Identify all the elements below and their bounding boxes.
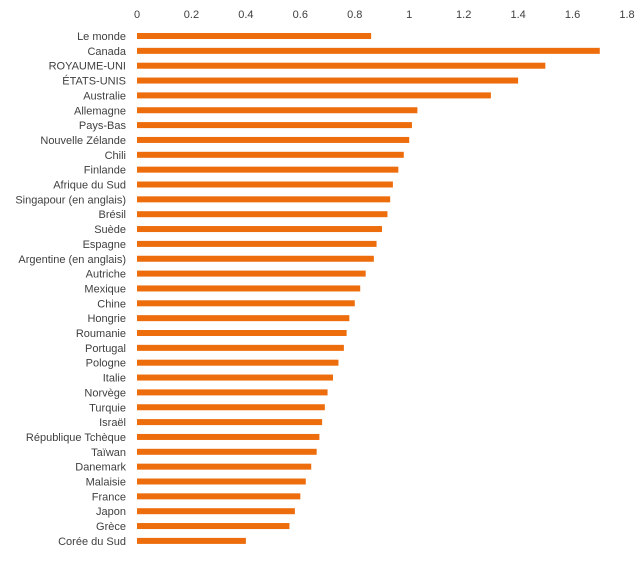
bar [137,255,374,262]
bar [137,62,546,69]
x-tick-label: 0.6 [293,9,308,21]
category-label: Mexique [84,283,126,295]
x-tick-label: 0.4 [238,9,253,21]
category-label: Malaisie [86,477,126,489]
bar [137,33,372,39]
bar [137,270,366,277]
category-label: Afrique du Sud [53,180,126,192]
category-label: Le monde [77,31,126,43]
category-label: Turquie [89,402,126,414]
category-label: Hongrie [87,313,126,325]
category-label: Japon [96,506,126,518]
category-label: Roumanie [76,328,126,340]
bar [137,374,333,381]
category-label: Corée du Sud [58,536,126,548]
bar [137,419,323,426]
bar [137,226,382,233]
category-label: Allemagne [74,105,126,117]
x-tick-label: 1 [406,9,412,21]
bar [137,315,350,322]
x-tick-label: 1.4 [510,9,525,21]
bar [137,537,246,544]
category-label: France [92,491,126,503]
bar [137,389,328,396]
bars [137,33,600,544]
category-label: Canada [87,46,126,58]
bar [137,359,339,366]
category-label: Chine [97,298,126,310]
bar [137,344,344,351]
x-tick-label: 0 [134,9,140,21]
bar [137,122,412,129]
category-label: Pays-Bas [79,120,127,132]
bar [137,196,391,203]
bar [137,151,404,158]
bar [137,300,355,307]
category-label: Portugal [85,343,126,355]
category-label: Espagne [83,239,126,251]
x-tick-label: 0.2 [184,9,199,21]
bar [137,47,600,54]
bar [137,107,418,114]
bar [137,523,290,530]
x-tick-label: 1.6 [565,9,580,21]
bar [137,493,301,500]
category-label: Grèce [96,521,126,533]
bar [137,285,361,292]
category-label: ROYAUME-UNI [49,61,126,73]
category-label: Finlande [84,165,126,177]
category-label: Chili [105,150,126,162]
category-label: Pologne [86,358,126,370]
bar [137,478,306,485]
category-label: République Tchèque [26,432,126,444]
bar [137,166,399,173]
category-labels: Le monde Canada ROYAUME-UNI ÉTATS-UNIS Austr… [15,31,127,548]
category-label: Taïwan [91,447,126,459]
category-label: Singapour (en anglais) [15,194,126,206]
bar [137,330,347,336]
category-label: Brésil [98,209,126,221]
bar [137,404,325,411]
category-label: Israël [99,417,126,429]
bar [137,181,393,188]
x-tick-label: 1.8 [619,9,634,21]
bar [137,508,295,515]
bar [137,211,388,218]
bar [137,448,317,455]
category-label: Norvège [84,387,126,399]
category-label: Autriche [86,269,126,281]
category-label: Argentine (en anglais) [18,254,126,266]
bar [137,463,312,470]
category-label: Italie [103,373,126,385]
bar [137,92,491,99]
bar [137,136,410,143]
category-label: Nouvelle Zélande [40,135,126,147]
bar [137,433,320,440]
x-tick-label: 1.2 [456,9,471,21]
category-label: ÉTATS-UNIS [62,75,126,88]
category-label: Danemark [75,462,126,474]
x-tick-label: 0.8 [347,9,362,21]
category-label: Suède [94,224,126,236]
x-axis: 0 0.2 0.4 0.6 0.8 1 1.2 1.4 1.6 1.8 [134,9,635,21]
category-label: Australie [83,90,126,102]
bar [137,240,377,247]
bar [137,77,519,84]
